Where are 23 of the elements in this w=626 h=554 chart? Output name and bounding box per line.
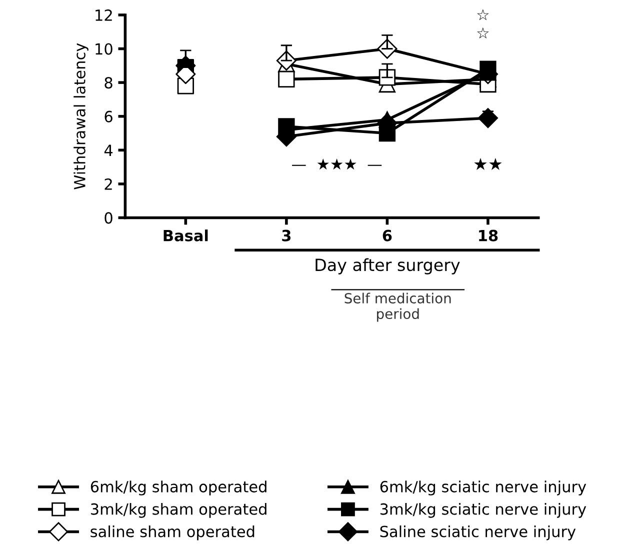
legend-label: Saline sciatic nerve injury	[380, 525, 576, 540]
y-tick-label: 6	[104, 110, 112, 122]
y-tick-label: 10	[96, 43, 112, 55]
x-tick-label: 6	[382, 230, 392, 242]
x-tick-label: 3	[282, 230, 291, 242]
x-axis-title: Day after surgery	[316, 258, 460, 274]
x-tick-label: 18	[479, 230, 498, 242]
legend-label: saline sham operated	[90, 525, 254, 540]
annotation: ☆ ☆	[477, 9, 489, 39]
text: Self medication period	[344, 292, 451, 322]
y-axis-title: Withdrawal latency	[74, 43, 88, 190]
annotation: ★★	[474, 158, 502, 170]
annotation: — ★★★ —	[292, 158, 382, 170]
legend-label: 3mk/kg sciatic nerve injury	[380, 503, 586, 518]
legend-label: 6mk/kg sham operated	[90, 480, 266, 496]
y-tick-label: 4	[104, 144, 113, 156]
y-tick-label: 2	[104, 178, 112, 190]
legend-label: 6mk/kg sciatic nerve injury	[380, 480, 586, 496]
y-tick-label: 0	[104, 212, 112, 224]
y-tick-label: 12	[96, 9, 112, 21]
y-tick-label: 8	[104, 77, 112, 89]
x-tick-label: Basal	[164, 230, 208, 242]
legend-label: 3mk/kg sham operated	[91, 503, 266, 518]
